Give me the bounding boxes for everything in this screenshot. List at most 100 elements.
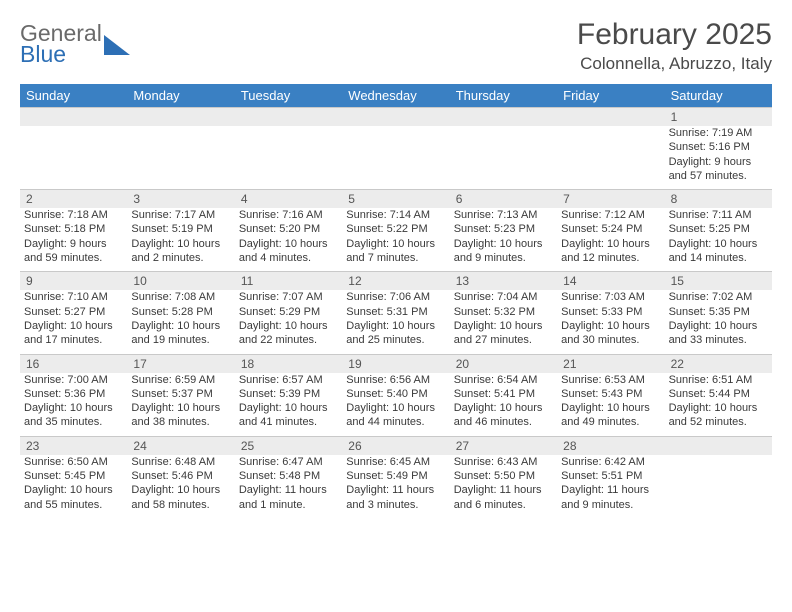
day-day2: and 30 minutes. [561,333,660,347]
day-number: 21 [557,355,664,373]
day-day1: Daylight: 11 hours [454,483,553,497]
day-day1: Daylight: 10 hours [669,401,768,415]
day-sunset: Sunset: 5:32 PM [454,305,553,319]
dayhead-monday: Monday [127,84,234,107]
day-day1: Daylight: 10 hours [131,319,230,333]
calendar-body: 1Sunrise: 7:19 AMSunset: 5:16 PMDaylight… [20,107,772,518]
day-day2: and 38 minutes. [131,415,230,429]
day-cell [557,126,664,189]
day-day2: and 35 minutes. [24,415,123,429]
day-day2: and 9 minutes. [561,498,660,512]
day-day1: Daylight: 10 hours [669,237,768,251]
day-cell: Sunrise: 6:43 AMSunset: 5:50 PMDaylight:… [450,455,557,518]
day-cell: Sunrise: 6:54 AMSunset: 5:41 PMDaylight:… [450,373,557,436]
day-day2: and 46 minutes. [454,415,553,429]
day-day2: and 58 minutes. [131,498,230,512]
day-cell [342,126,449,189]
day-day1: Daylight: 10 hours [239,319,338,333]
day-number-row: 16171819202122 [20,354,772,373]
day-sunrise: Sunrise: 6:47 AM [239,455,338,469]
title-month: February 2025 [577,18,772,52]
day-number-row: 1 [20,107,772,126]
day-day1: Daylight: 10 hours [346,401,445,415]
day-sunset: Sunset: 5:48 PM [239,469,338,483]
day-number [127,108,234,126]
day-number: 5 [342,190,449,208]
day-day2: and 3 minutes. [346,498,445,512]
day-cell: Sunrise: 6:59 AMSunset: 5:37 PMDaylight:… [127,373,234,436]
day-sunrise: Sunrise: 7:08 AM [131,290,230,304]
day-number: 8 [665,190,772,208]
day-sunset: Sunset: 5:33 PM [561,305,660,319]
day-sunrise: Sunrise: 7:04 AM [454,290,553,304]
day-cell: Sunrise: 6:47 AMSunset: 5:48 PMDaylight:… [235,455,342,518]
day-sunrise: Sunrise: 6:56 AM [346,373,445,387]
day-day1: Daylight: 9 hours [24,237,123,251]
day-day1: Daylight: 11 hours [346,483,445,497]
dayhead-saturday: Saturday [665,84,772,107]
day-day2: and 25 minutes. [346,333,445,347]
day-day2: and 33 minutes. [669,333,768,347]
day-cell: Sunrise: 7:02 AMSunset: 5:35 PMDaylight:… [665,290,772,353]
day-day1: Daylight: 10 hours [454,319,553,333]
day-number: 19 [342,355,449,373]
day-sunset: Sunset: 5:16 PM [669,140,768,154]
day-sunrise: Sunrise: 6:53 AM [561,373,660,387]
day-number: 18 [235,355,342,373]
day-day1: Daylight: 10 hours [131,483,230,497]
day-cell: Sunrise: 6:53 AMSunset: 5:43 PMDaylight:… [557,373,664,436]
logo: General Blue [20,18,130,66]
day-sunset: Sunset: 5:50 PM [454,469,553,483]
day-number: 13 [450,272,557,290]
day-sunset: Sunset: 5:46 PM [131,469,230,483]
day-sunrise: Sunrise: 6:43 AM [454,455,553,469]
day-sunrise: Sunrise: 7:12 AM [561,208,660,222]
day-day2: and 22 minutes. [239,333,338,347]
day-sunrise: Sunrise: 7:14 AM [346,208,445,222]
day-number: 16 [20,355,127,373]
day-cell: Sunrise: 7:16 AMSunset: 5:20 PMDaylight:… [235,208,342,271]
day-sunset: Sunset: 5:20 PM [239,222,338,236]
day-number: 22 [665,355,772,373]
day-sunset: Sunset: 5:19 PM [131,222,230,236]
day-sunrise: Sunrise: 6:54 AM [454,373,553,387]
day-number: 20 [450,355,557,373]
day-number: 17 [127,355,234,373]
dayhead-thursday: Thursday [450,84,557,107]
header: General Blue February 2025 Colonnella, A… [20,18,772,74]
day-day1: Daylight: 10 hours [131,401,230,415]
day-sunrise: Sunrise: 6:51 AM [669,373,768,387]
dayhead-friday: Friday [557,84,664,107]
day-sunset: Sunset: 5:43 PM [561,387,660,401]
day-number: 12 [342,272,449,290]
day-day2: and 41 minutes. [239,415,338,429]
day-number [20,108,127,126]
day-sunrise: Sunrise: 7:16 AM [239,208,338,222]
day-day2: and 49 minutes. [561,415,660,429]
day-number: 14 [557,272,664,290]
day-cell: Sunrise: 6:45 AMSunset: 5:49 PMDaylight:… [342,455,449,518]
day-cell: Sunrise: 7:14 AMSunset: 5:22 PMDaylight:… [342,208,449,271]
day-number: 11 [235,272,342,290]
day-day1: Daylight: 10 hours [561,237,660,251]
day-cell: Sunrise: 7:03 AMSunset: 5:33 PMDaylight:… [557,290,664,353]
day-sunset: Sunset: 5:35 PM [669,305,768,319]
day-cell: Sunrise: 7:18 AMSunset: 5:18 PMDaylight:… [20,208,127,271]
day-number: 23 [20,437,127,455]
day-day2: and 52 minutes. [669,415,768,429]
day-day1: Daylight: 10 hours [24,483,123,497]
title-block: February 2025 Colonnella, Abruzzo, Italy [577,18,772,74]
day-sunset: Sunset: 5:41 PM [454,387,553,401]
week-row: Sunrise: 6:50 AMSunset: 5:45 PMDaylight:… [20,455,772,518]
day-number: 24 [127,437,234,455]
day-number [342,108,449,126]
day-number-row: 9101112131415 [20,271,772,290]
day-number: 9 [20,272,127,290]
day-sunrise: Sunrise: 7:17 AM [131,208,230,222]
logo-word-blue: Blue [20,43,102,66]
day-number [665,437,772,455]
day-number [557,108,664,126]
day-sunset: Sunset: 5:39 PM [239,387,338,401]
day-header-row: Sunday Monday Tuesday Wednesday Thursday… [20,84,772,107]
day-number: 25 [235,437,342,455]
